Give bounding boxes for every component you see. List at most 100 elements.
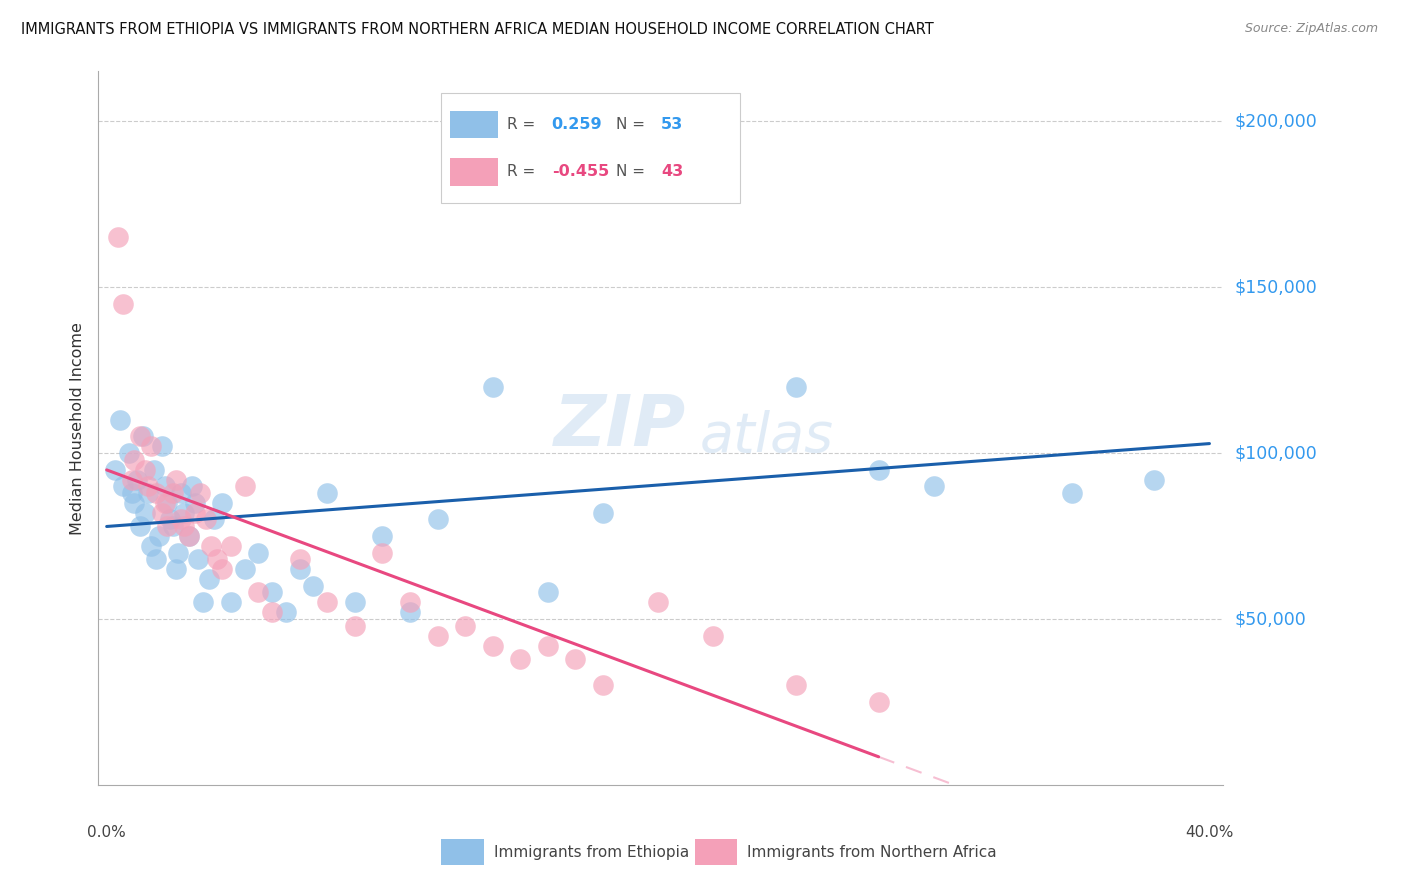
Point — [785, 678, 807, 692]
Point — [181, 479, 204, 493]
Point — [165, 473, 187, 487]
Point — [142, 463, 165, 477]
Text: R =: R = — [506, 118, 540, 132]
Point — [219, 539, 242, 553]
Point — [167, 546, 190, 560]
Point — [150, 506, 173, 520]
Text: 40.0%: 40.0% — [1185, 825, 1233, 839]
Text: atlas: atlas — [699, 410, 834, 463]
Point — [136, 479, 159, 493]
Text: $100,000: $100,000 — [1234, 444, 1317, 462]
Point — [537, 639, 560, 653]
Point — [274, 606, 297, 620]
Point — [592, 678, 614, 692]
Point — [184, 496, 207, 510]
Text: 0.259: 0.259 — [551, 118, 602, 132]
Point — [592, 506, 614, 520]
FancyBboxPatch shape — [450, 112, 498, 138]
Point — [343, 618, 366, 632]
Point — [1143, 473, 1166, 487]
Point — [121, 486, 143, 500]
Point — [200, 539, 222, 553]
Point — [262, 585, 284, 599]
Point — [187, 552, 209, 566]
Text: $200,000: $200,000 — [1234, 112, 1317, 130]
Point — [131, 429, 153, 443]
Point — [454, 618, 477, 632]
Point — [136, 486, 159, 500]
Point — [316, 486, 339, 500]
Point — [156, 496, 179, 510]
Point — [118, 446, 141, 460]
Point — [481, 379, 503, 393]
Point — [190, 486, 212, 500]
Y-axis label: Median Household Income: Median Household Income — [69, 322, 84, 534]
Point — [193, 595, 215, 609]
Point — [211, 496, 233, 510]
Text: Immigrants from Northern Africa: Immigrants from Northern Africa — [748, 845, 997, 860]
Point — [785, 379, 807, 393]
Point — [110, 413, 132, 427]
Point — [128, 519, 150, 533]
Point — [343, 595, 366, 609]
Text: R =: R = — [506, 164, 540, 179]
FancyBboxPatch shape — [441, 839, 484, 865]
Point — [219, 595, 242, 609]
Point — [121, 473, 143, 487]
FancyBboxPatch shape — [450, 159, 498, 186]
Point — [288, 552, 311, 566]
Point — [145, 486, 167, 500]
Point — [156, 519, 179, 533]
Point — [173, 506, 195, 520]
Text: N =: N = — [616, 118, 650, 132]
Point — [922, 479, 945, 493]
Point — [125, 473, 148, 487]
Point — [139, 439, 162, 453]
Point — [179, 529, 201, 543]
Point — [170, 486, 193, 500]
Point — [202, 512, 225, 526]
Point — [247, 546, 270, 560]
Point — [205, 552, 228, 566]
FancyBboxPatch shape — [695, 839, 737, 865]
Point — [194, 512, 217, 526]
Point — [162, 486, 184, 500]
Point — [179, 529, 201, 543]
Point — [288, 562, 311, 576]
Text: $150,000: $150,000 — [1234, 278, 1317, 296]
Point — [509, 652, 531, 666]
Point — [184, 506, 207, 520]
Point — [134, 463, 156, 477]
Point — [122, 452, 145, 467]
Point — [399, 595, 422, 609]
Point — [481, 639, 503, 653]
Point — [302, 579, 325, 593]
Point — [139, 539, 162, 553]
Point — [162, 519, 184, 533]
Point — [122, 496, 145, 510]
Point — [1060, 486, 1083, 500]
Point — [104, 463, 127, 477]
Point — [399, 606, 422, 620]
Point — [316, 595, 339, 609]
Text: 43: 43 — [661, 164, 683, 179]
Point — [153, 479, 176, 493]
Point — [173, 519, 195, 533]
Point — [426, 512, 449, 526]
Point — [107, 230, 129, 244]
Point — [868, 695, 890, 709]
Point — [233, 479, 256, 493]
Point — [426, 629, 449, 643]
Text: Source: ZipAtlas.com: Source: ZipAtlas.com — [1244, 22, 1378, 36]
Text: $50,000: $50,000 — [1234, 610, 1306, 628]
Point — [537, 585, 560, 599]
Text: IMMIGRANTS FROM ETHIOPIA VS IMMIGRANTS FROM NORTHERN AFRICA MEDIAN HOUSEHOLD INC: IMMIGRANTS FROM ETHIOPIA VS IMMIGRANTS F… — [21, 22, 934, 37]
Point — [159, 512, 181, 526]
Point — [148, 529, 170, 543]
Point — [128, 429, 150, 443]
Point — [165, 562, 187, 576]
Point — [134, 506, 156, 520]
Text: Immigrants from Ethiopia: Immigrants from Ethiopia — [495, 845, 689, 860]
Text: N =: N = — [616, 164, 650, 179]
Point — [112, 479, 135, 493]
